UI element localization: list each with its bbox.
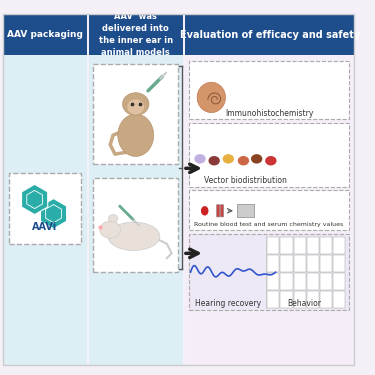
FancyBboxPatch shape xyxy=(267,237,279,254)
FancyBboxPatch shape xyxy=(294,255,306,272)
Ellipse shape xyxy=(108,214,118,222)
Text: AAV  was
delivered into
the inner ear in
animal models: AAV was delivered into the inner ear in … xyxy=(99,12,173,57)
Ellipse shape xyxy=(127,99,144,114)
FancyBboxPatch shape xyxy=(189,61,349,119)
Ellipse shape xyxy=(123,93,149,116)
FancyBboxPatch shape xyxy=(280,255,292,272)
Ellipse shape xyxy=(265,156,276,165)
FancyBboxPatch shape xyxy=(220,205,224,217)
FancyBboxPatch shape xyxy=(185,14,354,55)
Ellipse shape xyxy=(100,221,121,238)
FancyBboxPatch shape xyxy=(307,237,319,254)
Text: Behavior: Behavior xyxy=(287,299,321,308)
FancyBboxPatch shape xyxy=(333,273,345,290)
FancyBboxPatch shape xyxy=(320,237,332,254)
FancyBboxPatch shape xyxy=(307,273,319,290)
FancyBboxPatch shape xyxy=(237,204,254,218)
Ellipse shape xyxy=(201,206,208,216)
FancyBboxPatch shape xyxy=(307,291,319,308)
Ellipse shape xyxy=(194,154,206,164)
FancyBboxPatch shape xyxy=(3,14,87,55)
Ellipse shape xyxy=(223,154,234,164)
FancyBboxPatch shape xyxy=(267,273,279,290)
Text: AAVi: AAVi xyxy=(32,222,58,232)
Text: Immunohistochemistry: Immunohistochemistry xyxy=(225,109,313,118)
FancyBboxPatch shape xyxy=(88,14,183,55)
FancyBboxPatch shape xyxy=(333,237,345,254)
FancyBboxPatch shape xyxy=(294,291,306,308)
FancyBboxPatch shape xyxy=(189,123,349,187)
Text: Evaluation of efficacy and safety: Evaluation of efficacy and safety xyxy=(180,30,360,40)
Text: Vector biodistribution: Vector biodistribution xyxy=(204,176,287,185)
Text: AAV packaging: AAV packaging xyxy=(7,30,83,39)
Ellipse shape xyxy=(238,156,249,165)
FancyBboxPatch shape xyxy=(320,291,332,308)
Ellipse shape xyxy=(108,222,160,251)
FancyBboxPatch shape xyxy=(294,237,306,254)
FancyBboxPatch shape xyxy=(93,64,178,164)
FancyBboxPatch shape xyxy=(189,234,349,310)
FancyBboxPatch shape xyxy=(307,255,319,272)
FancyBboxPatch shape xyxy=(93,178,178,272)
Ellipse shape xyxy=(251,154,262,164)
FancyBboxPatch shape xyxy=(216,205,220,217)
FancyBboxPatch shape xyxy=(88,14,183,365)
FancyBboxPatch shape xyxy=(280,237,292,254)
FancyBboxPatch shape xyxy=(333,255,345,272)
Ellipse shape xyxy=(118,114,154,156)
FancyBboxPatch shape xyxy=(9,173,81,244)
FancyBboxPatch shape xyxy=(320,255,332,272)
Text: Hearing recovery: Hearing recovery xyxy=(195,299,261,308)
FancyBboxPatch shape xyxy=(189,190,349,230)
Ellipse shape xyxy=(209,156,220,165)
FancyBboxPatch shape xyxy=(333,291,345,308)
Polygon shape xyxy=(40,198,67,229)
Text: Routine blood test and serum chemistry values: Routine blood test and serum chemistry v… xyxy=(194,222,344,228)
FancyBboxPatch shape xyxy=(320,273,332,290)
FancyBboxPatch shape xyxy=(267,255,279,272)
FancyBboxPatch shape xyxy=(294,273,306,290)
Polygon shape xyxy=(21,184,48,214)
FancyBboxPatch shape xyxy=(185,14,354,365)
FancyBboxPatch shape xyxy=(267,291,279,308)
Ellipse shape xyxy=(197,82,225,112)
FancyBboxPatch shape xyxy=(3,14,87,365)
FancyBboxPatch shape xyxy=(280,291,292,308)
FancyBboxPatch shape xyxy=(280,273,292,290)
